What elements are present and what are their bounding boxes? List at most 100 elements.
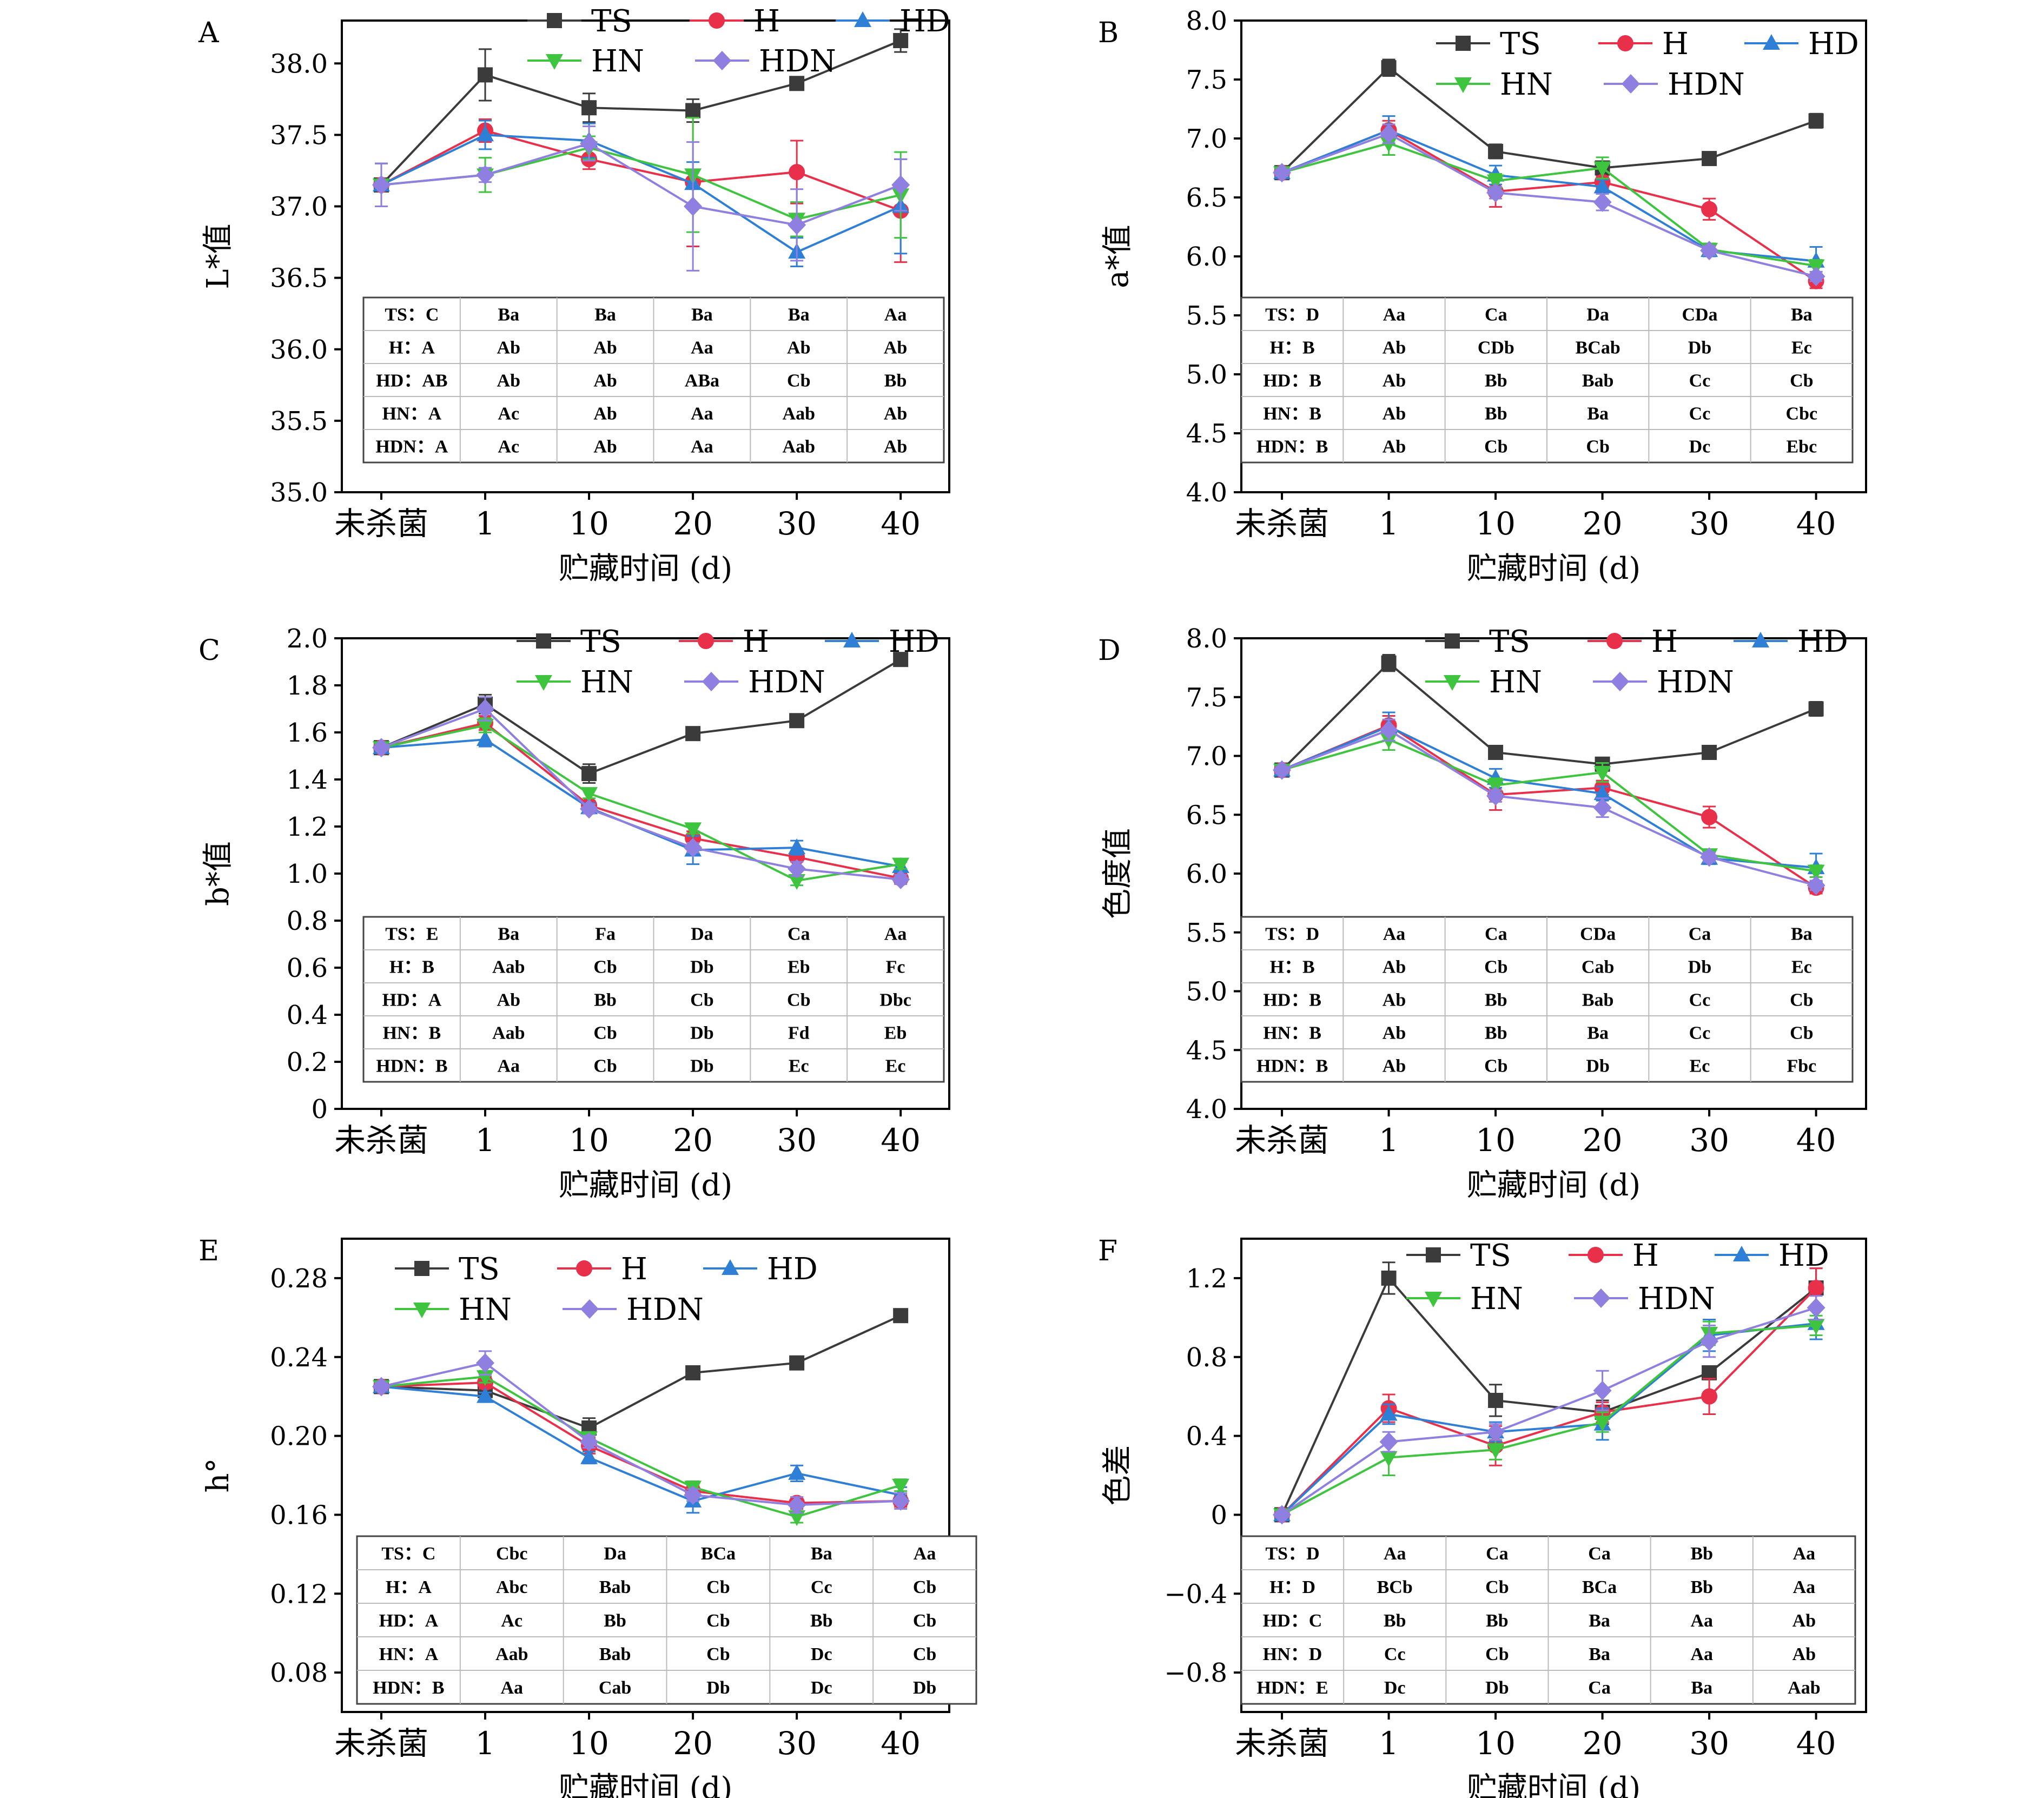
series-hd bbox=[372, 120, 910, 267]
data-point bbox=[1700, 1331, 1719, 1351]
table-cell: H：D bbox=[1269, 1577, 1315, 1597]
table-cell: Ab bbox=[497, 990, 520, 1010]
y-tick-label: 0.28 bbox=[270, 1264, 328, 1294]
y-tick-label: 7.0 bbox=[1186, 124, 1227, 154]
legend-label: HDN bbox=[626, 1292, 704, 1327]
x-tick-label: 未杀菌 bbox=[1235, 1725, 1329, 1762]
table-cell: Ca bbox=[1588, 1544, 1611, 1564]
legend-marker bbox=[1456, 36, 1471, 51]
x-axis-title: 贮藏时间 (d) bbox=[559, 1168, 732, 1203]
table-cell: Ba bbox=[1589, 1611, 1610, 1631]
y-tick-label: 1.0 bbox=[287, 859, 328, 889]
table-cell: Ca bbox=[788, 924, 810, 944]
data-point bbox=[1807, 1298, 1825, 1318]
legend-marker bbox=[1611, 672, 1629, 691]
series-hd bbox=[372, 1377, 910, 1514]
data-point bbox=[684, 196, 703, 216]
data-point bbox=[1808, 1280, 1824, 1297]
y-tick-label: 0.4 bbox=[1186, 1422, 1227, 1452]
table-cell: Fd bbox=[788, 1023, 810, 1043]
table-cell: Cb bbox=[593, 957, 617, 977]
data-point bbox=[581, 766, 597, 782]
table-cell: Ba bbox=[594, 305, 616, 325]
x-tick-label: 10 bbox=[569, 1122, 609, 1159]
table-cell: Ab bbox=[884, 404, 907, 424]
table-cell: Db bbox=[1485, 1678, 1509, 1698]
x-tick-label: 未杀菌 bbox=[1235, 1122, 1329, 1159]
y-tick-label: −0.4 bbox=[1164, 1579, 1227, 1609]
plot-frame bbox=[341, 1238, 950, 1713]
data-point bbox=[1593, 161, 1611, 177]
table-cell: Cb bbox=[1485, 1644, 1509, 1664]
table-cell: BCa bbox=[701, 1544, 736, 1564]
table-cell: Db bbox=[913, 1678, 936, 1698]
data-point bbox=[789, 1355, 805, 1371]
table-cell: Db bbox=[1688, 957, 1711, 977]
table-cell: Aa bbox=[1383, 305, 1406, 325]
y-tick-label: 7.5 bbox=[1186, 65, 1227, 95]
table-cell: Da bbox=[691, 924, 713, 944]
series-line bbox=[1281, 1306, 1817, 1516]
legend-label: HD bbox=[767, 1252, 818, 1287]
series-line bbox=[1281, 725, 1816, 869]
data-point bbox=[580, 787, 598, 803]
table-cell: Eb bbox=[788, 957, 810, 977]
series-line bbox=[381, 658, 902, 775]
table-cell: Cc bbox=[1689, 404, 1711, 424]
series-line bbox=[1281, 1276, 1817, 1516]
x-tick-label: 20 bbox=[1583, 1122, 1623, 1159]
series-line bbox=[1281, 1287, 1817, 1516]
y-tick-label: 36.5 bbox=[270, 263, 328, 294]
data-point bbox=[1380, 136, 1398, 153]
series-hdn bbox=[1273, 718, 1825, 895]
x-tick-label: 1 bbox=[1379, 505, 1399, 542]
x-tick-label: 未杀菌 bbox=[334, 1122, 428, 1159]
data-point bbox=[684, 1485, 703, 1505]
legend: TS H HD HN HDN bbox=[395, 1252, 818, 1327]
table-cell: Ebc bbox=[1786, 437, 1817, 457]
data-point bbox=[891, 869, 910, 889]
x-tick-label: 10 bbox=[569, 505, 609, 542]
table-cell: Cb bbox=[1484, 957, 1507, 977]
table-cell: Aa bbox=[1690, 1644, 1713, 1664]
data-point bbox=[477, 718, 494, 735]
x-tick-label: 1 bbox=[475, 1725, 495, 1762]
data-point bbox=[1807, 875, 1825, 895]
table-cell: Cb bbox=[787, 990, 810, 1010]
legend-label: HN bbox=[1500, 67, 1553, 102]
table-cell: Ab bbox=[1382, 404, 1406, 424]
legend-marker bbox=[722, 1259, 739, 1275]
data-point bbox=[789, 713, 805, 729]
x-tick-label: 10 bbox=[1476, 1725, 1516, 1762]
panel-label: C bbox=[199, 634, 220, 667]
table-cell: Cc bbox=[1384, 1644, 1406, 1664]
x-tick-label: 1 bbox=[475, 1122, 495, 1159]
series-line bbox=[1281, 66, 1817, 174]
table-cell: Bab bbox=[1582, 990, 1614, 1010]
x-tick-label: 20 bbox=[673, 505, 713, 542]
x-tick-label: 30 bbox=[1689, 1122, 1729, 1159]
x-tick-label: 未杀菌 bbox=[334, 505, 428, 542]
x-tick-label: 40 bbox=[1796, 1725, 1836, 1762]
table-cell: Cc bbox=[1689, 990, 1711, 1010]
legend: TS H HD HN HDN bbox=[517, 624, 940, 700]
data-point bbox=[893, 1308, 909, 1324]
panel-label: E bbox=[199, 1235, 219, 1267]
y-tick-label: 1.2 bbox=[1186, 1264, 1227, 1294]
x-tick-label: 30 bbox=[777, 505, 817, 542]
table-cell: Aab bbox=[1788, 1678, 1820, 1698]
data-point bbox=[1273, 760, 1292, 780]
legend-label: HDN bbox=[1657, 665, 1734, 700]
series-hdn bbox=[372, 696, 910, 889]
table-cell: Ba bbox=[1691, 1678, 1712, 1698]
y-tick-label: 35.0 bbox=[270, 478, 328, 508]
table-cell: Ec bbox=[789, 1056, 809, 1076]
legend-label: TS bbox=[459, 1252, 500, 1287]
legend-label: H bbox=[621, 1252, 647, 1287]
series-h bbox=[373, 715, 909, 887]
y-tick-label: 1.4 bbox=[287, 765, 328, 795]
series-ts bbox=[373, 652, 909, 784]
series-line bbox=[1281, 129, 1817, 282]
legend-marker bbox=[702, 672, 720, 691]
data-point bbox=[1700, 241, 1719, 261]
